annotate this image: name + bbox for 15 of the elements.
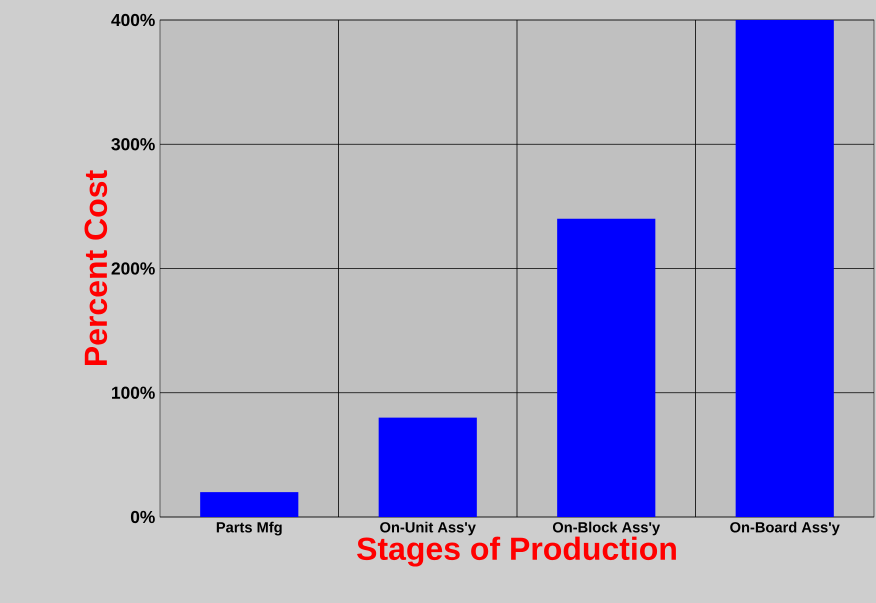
bar <box>200 492 298 517</box>
bar <box>557 218 656 517</box>
y-tick-label: 300% <box>111 138 155 150</box>
bar <box>736 20 834 517</box>
y-axis-title: Percent Cost <box>84 170 108 366</box>
x-tick-label: Parts Mfg <box>216 522 282 536</box>
y-tick-label: 0% <box>130 510 155 524</box>
x-tick-label: On-Board Ass'y <box>730 522 840 536</box>
x-tick-label: On-Block Ass'y <box>552 522 660 536</box>
y-tick-label: 400% <box>111 14 155 26</box>
x-tick-label: On-Unit Ass'y <box>380 522 476 536</box>
y-tick-label: 100% <box>112 386 155 399</box>
y-tick-label: 200% <box>112 262 155 275</box>
bar <box>378 418 477 517</box>
x-axis-title: Stages of Production <box>357 536 676 567</box>
